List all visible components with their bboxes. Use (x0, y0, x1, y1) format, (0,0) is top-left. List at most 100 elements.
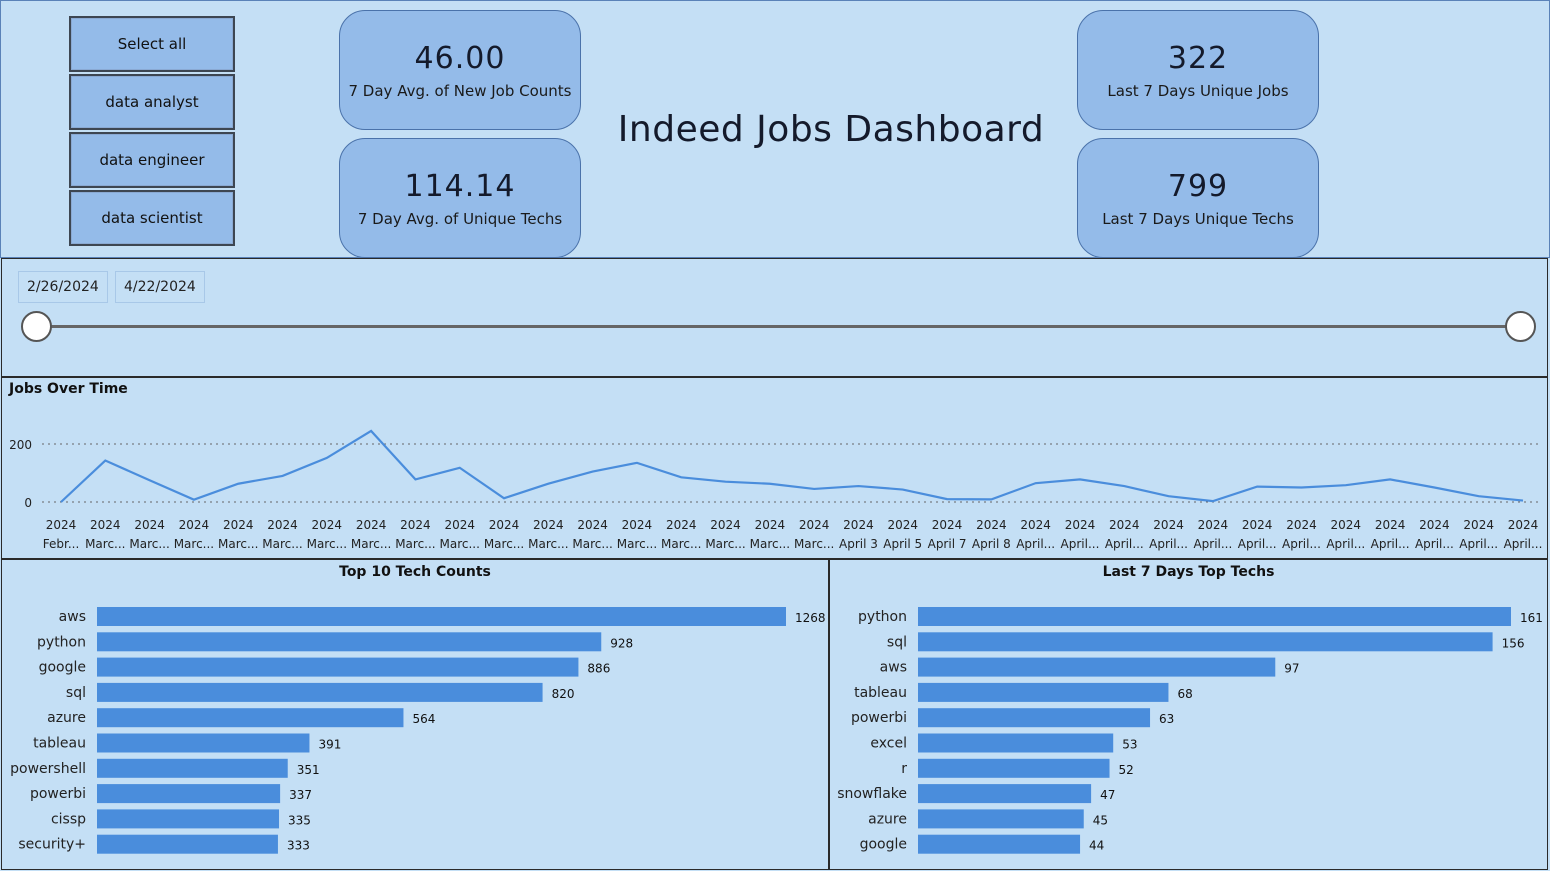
category-label: google (39, 660, 86, 676)
x-tick-label: 2024 (179, 518, 210, 532)
x-tick-label: 2024 (1109, 518, 1140, 532)
x-tick-label: 2024 (755, 518, 786, 532)
data-label: 161 (1520, 611, 1543, 625)
x-tick-label: 2024 (312, 518, 343, 532)
category-label: snowflake (837, 786, 907, 802)
bar (97, 632, 602, 652)
category-label: powershell (10, 761, 86, 777)
x-tick-label: 2024 (134, 518, 165, 532)
data-label: 333 (287, 839, 310, 853)
x-tick-label: April... (1238, 537, 1277, 551)
x-tick-label: April... (1282, 537, 1321, 551)
category-label: google (860, 837, 907, 853)
card-label: Last 7 Days Unique Techs (1102, 209, 1294, 228)
category-label: sql (887, 634, 907, 650)
bar (97, 784, 281, 804)
bar (918, 632, 1493, 652)
slider-end-handle[interactable] (1505, 311, 1536, 342)
bar (918, 733, 1114, 753)
slider-start-handle[interactable] (21, 311, 52, 342)
category-label: excel (870, 736, 907, 752)
category-label: azure (47, 710, 86, 726)
bar (97, 682, 543, 702)
x-tick-label: Marc... (307, 537, 347, 551)
x-tick-label: Marc... (85, 537, 125, 551)
x-tick-label: 2024 (1331, 518, 1362, 532)
bar (918, 607, 1511, 626)
x-tick-label: Marc... (750, 537, 790, 551)
category-label: r (901, 761, 907, 777)
bar (918, 657, 1276, 677)
card-label: 7 Day Avg. of New Job Counts (348, 81, 572, 100)
last-7-days-top-techs-panel: Last 7 Days Top Techs python 161 sql 156 aws… (829, 559, 1548, 870)
x-tick-label: 2024 (710, 518, 741, 532)
data-label: 63 (1159, 712, 1174, 726)
data-label: 156 (1502, 636, 1525, 650)
bar (97, 834, 278, 854)
x-tick-label: Marc... (794, 537, 834, 551)
category-label: tableau (854, 685, 907, 701)
data-label: 1268 (795, 611, 826, 625)
bar (97, 607, 786, 626)
card-unique-jobs: 322 Last 7 Days Unique Jobs (1077, 10, 1319, 130)
bar (97, 733, 310, 753)
x-tick-label: 2024 (843, 518, 874, 532)
end-date-input[interactable]: 4/22/2024 (115, 271, 205, 303)
category-label: powerbi (30, 786, 86, 802)
data-label: 564 (412, 712, 435, 726)
slicer-data-scientist[interactable]: data scientist (69, 190, 235, 246)
slicer-select-all[interactable]: Select all (69, 16, 235, 72)
card-label: Last 7 Days Unique Jobs (1107, 81, 1289, 100)
card-label: 7 Day Avg. of Unique Techs (357, 209, 563, 228)
start-date-input[interactable]: 2/26/2024 (18, 271, 108, 303)
date-slider-panel: 2/26/2024 4/22/2024 (1, 258, 1548, 377)
x-tick-label: Marc... (218, 537, 258, 551)
x-tick-label: April... (1459, 537, 1498, 551)
chart-title: Top 10 Tech Counts (339, 564, 491, 580)
x-tick-label: Marc... (395, 537, 435, 551)
page-title: Indeed Jobs Dashboard (617, 109, 1045, 150)
data-label: 53 (1122, 738, 1137, 752)
category-label: sql (66, 685, 86, 701)
card-value: 799 (1167, 168, 1229, 204)
x-tick-label: Marc... (528, 537, 568, 551)
data-label: 886 (587, 662, 610, 676)
category-label: aws (880, 660, 907, 676)
x-tick-label: 2024 (489, 518, 520, 532)
x-tick-label: April 8 (972, 537, 1011, 551)
data-label: 45 (1093, 813, 1108, 827)
data-label: 47 (1100, 788, 1115, 802)
slicer-data-engineer[interactable]: data engineer (69, 132, 235, 188)
slicer-data-analyst[interactable]: data analyst (69, 74, 235, 130)
card-avg-new-jobs: 46.00 7 Day Avg. of New Job Counts (339, 10, 581, 130)
x-tick-label: 2024 (932, 518, 963, 532)
category-label: aws (59, 609, 86, 625)
slider-track[interactable] (38, 325, 1522, 328)
bar (918, 682, 1169, 702)
category-label: powerbi (851, 710, 907, 726)
data-label: 68 (1177, 687, 1192, 701)
x-tick-label: Marc... (440, 537, 480, 551)
x-tick-label: April... (1105, 537, 1144, 551)
x-tick-label: 2024 (46, 518, 77, 532)
x-tick-label: 2024 (622, 518, 653, 532)
x-tick-label: 2024 (267, 518, 298, 532)
x-tick-label: 2024 (976, 518, 1007, 532)
card-unique-techs: 799 Last 7 Days Unique Techs (1077, 138, 1319, 258)
x-tick-label: 2024 (1463, 518, 1494, 532)
x-tick-label: April 3 (839, 537, 878, 551)
bar (918, 758, 1110, 778)
category-label: tableau (33, 736, 86, 752)
x-tick-label: 2024 (799, 518, 830, 532)
card-avg-unique-techs: 114.14 7 Day Avg. of Unique Techs (339, 138, 581, 258)
category-label: cissp (51, 811, 86, 827)
x-tick-label: Marc... (129, 537, 169, 551)
x-tick-label: 2024 (444, 518, 475, 532)
x-tick-label: 2024 (356, 518, 387, 532)
x-tick-label: Marc... (262, 537, 302, 551)
x-tick-label: Marc... (617, 537, 657, 551)
x-tick-label: 2024 (1153, 518, 1184, 532)
data-label: 820 (552, 687, 575, 701)
x-tick-label: April 7 (928, 537, 967, 551)
header-panel: Select all data analyst data engineer da… (0, 0, 1550, 258)
